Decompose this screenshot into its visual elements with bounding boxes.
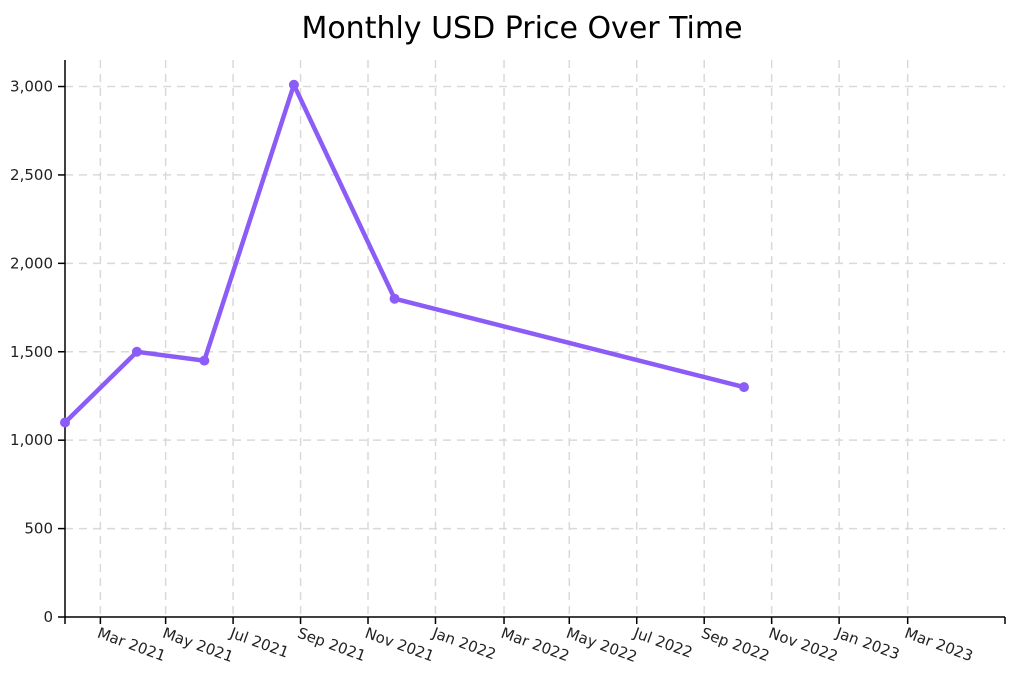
series xyxy=(60,79,750,428)
y-tick-label: 2,500 xyxy=(10,166,53,184)
x-tick-label: May 2022 xyxy=(564,624,640,666)
x-tick-label: May 2021 xyxy=(160,624,236,666)
y-tick-label: 1,500 xyxy=(10,343,53,361)
data-point[interactable] xyxy=(60,417,70,428)
x-tick-label: Jan 2023 xyxy=(833,624,902,664)
data-point[interactable] xyxy=(131,346,142,357)
grid-lines xyxy=(65,60,1005,617)
x-tick-label: Nov 2022 xyxy=(766,624,840,666)
x-tick-label: Jul 2022 xyxy=(630,624,694,662)
y-tick-label: 3,000 xyxy=(10,78,53,96)
y-tick-label: 0 xyxy=(43,608,53,626)
x-tick-label: Sep 2021 xyxy=(295,624,368,665)
series-line xyxy=(62,82,747,425)
y-tick-label: 500 xyxy=(24,520,53,538)
chart-title: Monthly USD Price Over Time xyxy=(301,11,742,46)
y-tick-label: 2,000 xyxy=(10,254,53,272)
data-point[interactable] xyxy=(739,382,750,393)
y-tick-label: 1,000 xyxy=(10,431,53,449)
x-tick-label: Nov 2021 xyxy=(363,624,437,666)
x-tick-label: Mar 2021 xyxy=(95,624,168,665)
data-point[interactable] xyxy=(199,355,210,366)
x-tick-label: Jul 2021 xyxy=(227,624,291,662)
x-tick-label: Sep 2022 xyxy=(699,624,772,665)
data-point[interactable] xyxy=(288,79,299,90)
data-point[interactable] xyxy=(389,293,400,304)
x-tick-label: Mar 2023 xyxy=(902,624,975,665)
x-tick-label: Mar 2022 xyxy=(499,624,572,665)
x-tick-label: Jan 2022 xyxy=(429,624,498,664)
